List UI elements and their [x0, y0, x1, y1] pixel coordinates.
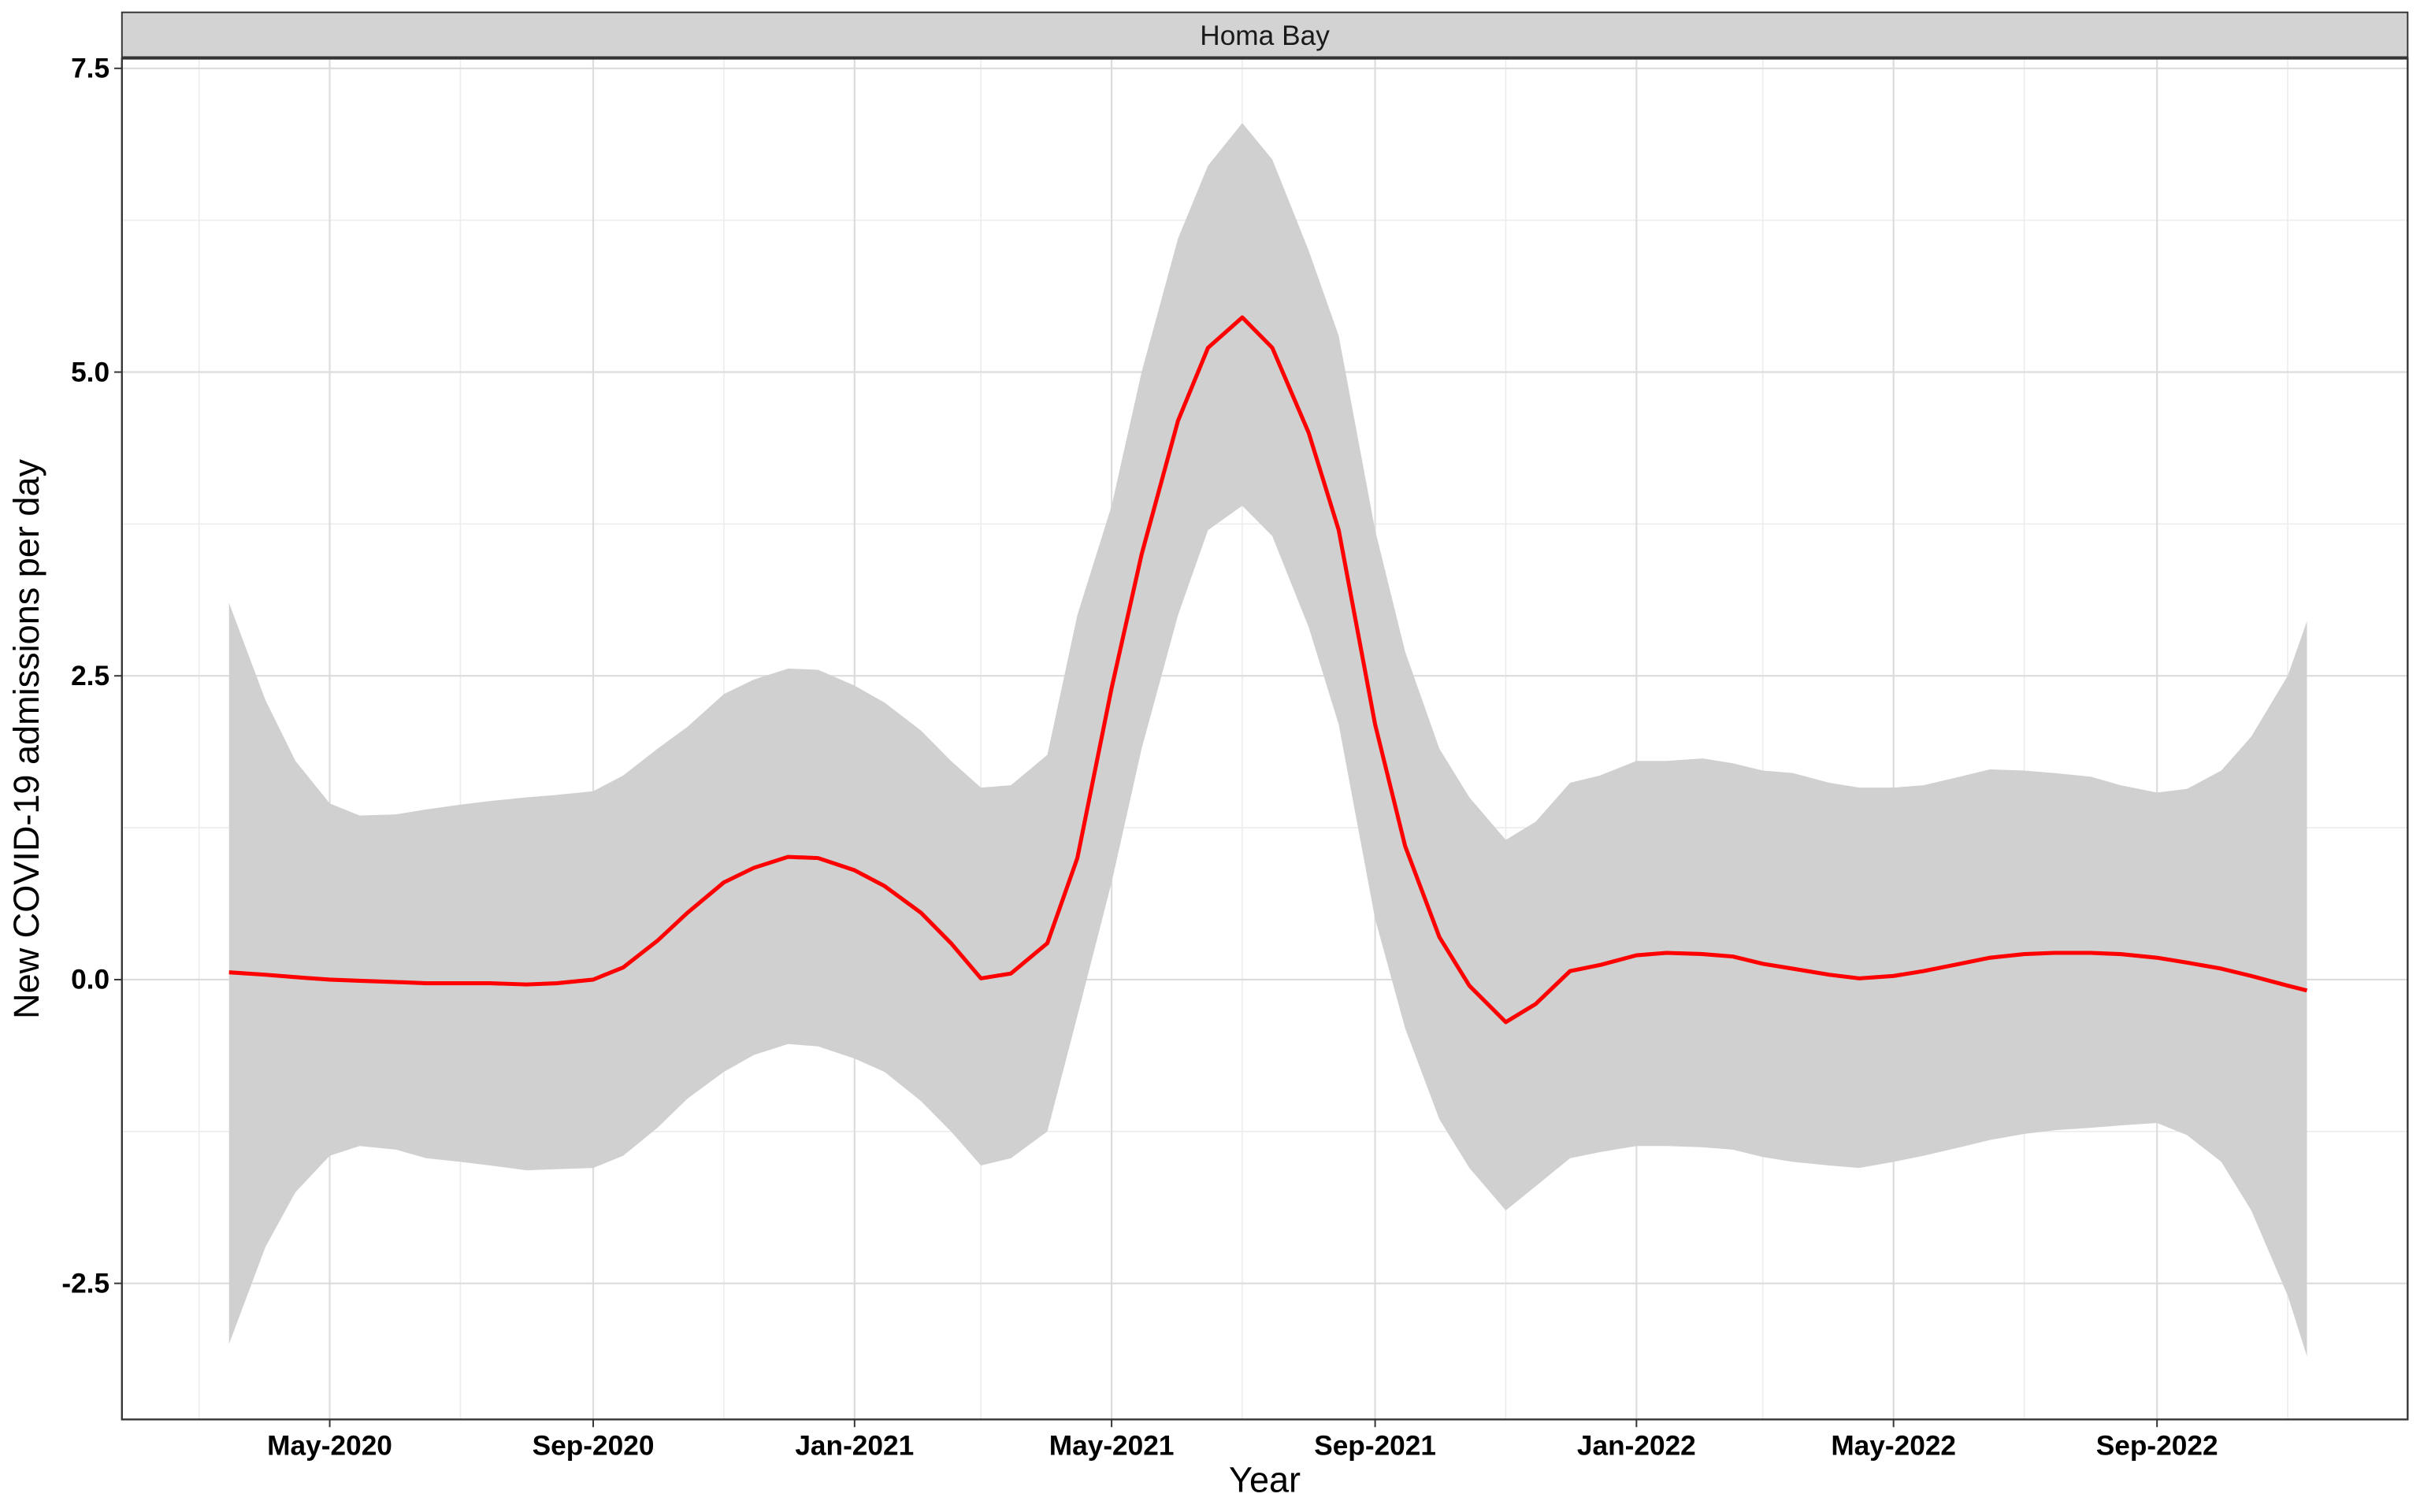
x-tick-label: May-2022 — [1831, 1431, 1956, 1462]
x-tick-label: May-2020 — [267, 1431, 392, 1462]
panel-border — [121, 57, 2409, 1421]
confidence-band — [228, 123, 2307, 1357]
x-tick-label: Jan-2021 — [795, 1431, 914, 1462]
x-axis-title: Year — [1229, 1460, 1301, 1500]
line — [228, 315, 2308, 1025]
strip — [121, 11, 2409, 58]
y-axis-title: New COVID-19 admissions per day — [6, 458, 46, 1018]
axes: -2.5 0.0 2.5 5.0 7.5 May-2020 Sep-2020 Jan-2021… — [61, 54, 2218, 1462]
y-tick-label: 7.5 — [71, 54, 109, 84]
y-tick-label: 5.0 — [71, 357, 109, 387]
y-tick-label: -2.5 — [61, 1268, 109, 1299]
x-tick-label: Sep-2020 — [533, 1431, 655, 1462]
y-tick-label: 2.5 — [71, 661, 109, 691]
x-tick-label: Sep-2022 — [2096, 1431, 2218, 1462]
marks — [228, 123, 2308, 1357]
strip-title: Homa Bay — [1200, 20, 1330, 51]
x-tick-label: Jan-2022 — [1577, 1431, 1696, 1462]
x-tick-label: Sep-2021 — [1314, 1431, 1436, 1462]
y-tick-label: 0.0 — [71, 965, 109, 995]
x-tick-label: May-2021 — [1049, 1431, 1175, 1462]
